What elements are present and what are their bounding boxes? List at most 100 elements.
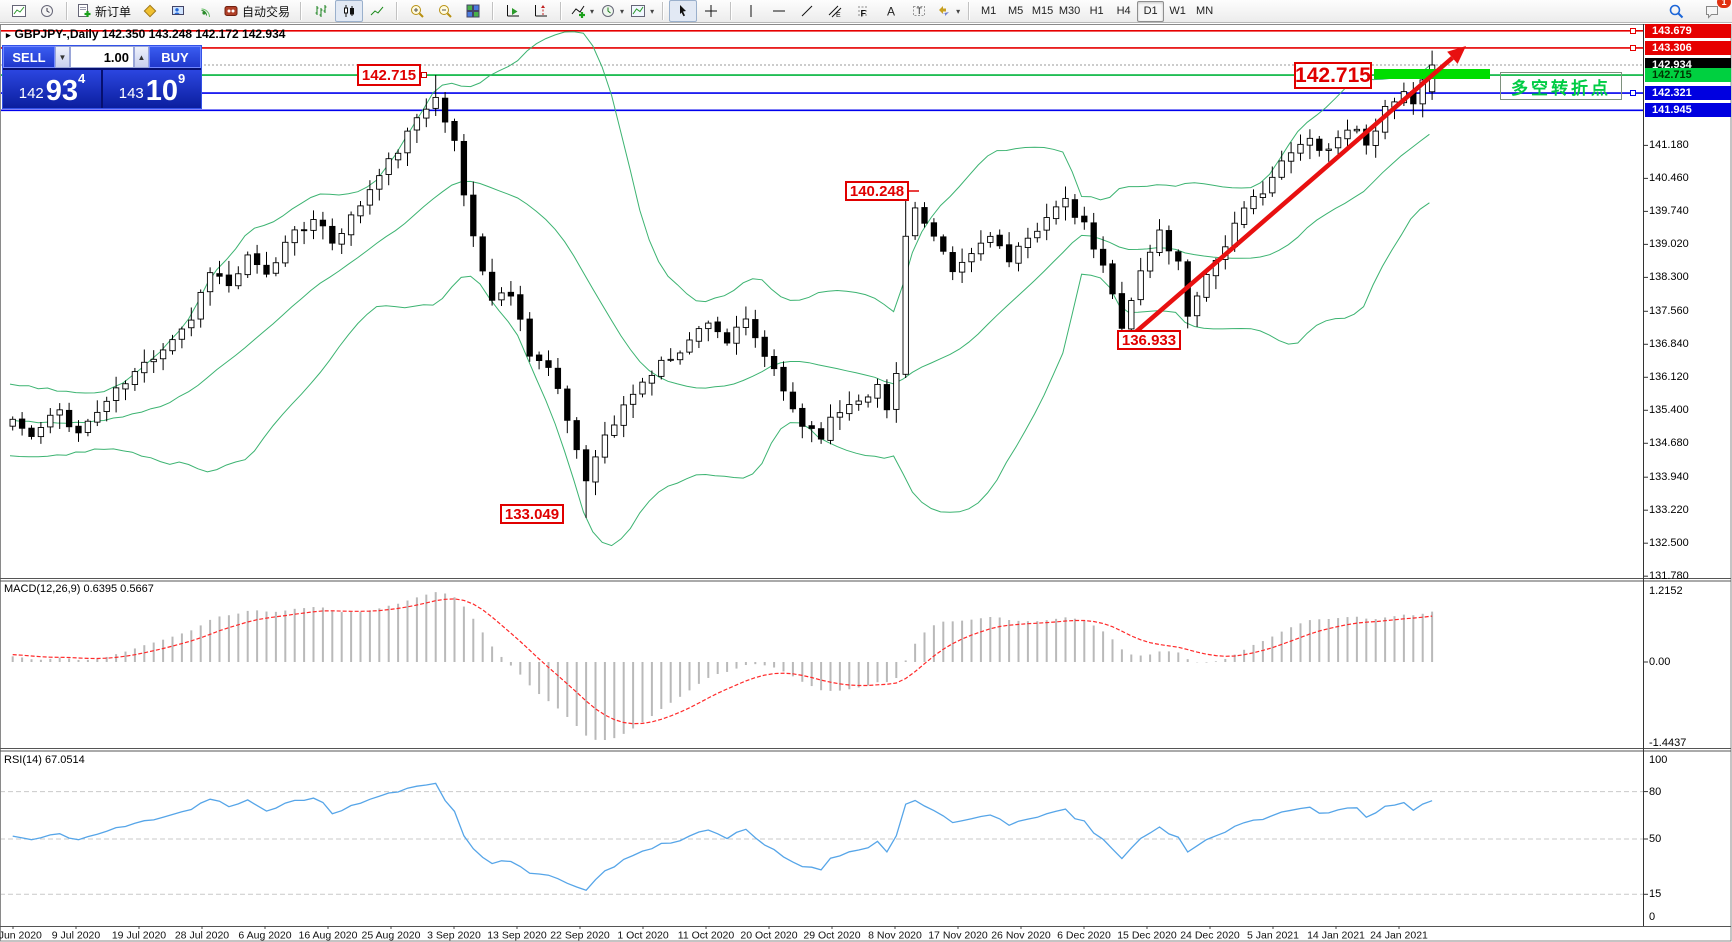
price-axis-tick: 133.220 [1649,504,1689,517]
periods-clock-icon [600,3,616,19]
new-order-button[interactable]: 新订单 [73,0,136,22]
volume-down-button[interactable]: ▼ [55,46,70,68]
line-anchor-handle[interactable] [421,72,427,79]
buy-price[interactable]: 143 10 9 [103,70,201,108]
text-label-icon: T [911,3,927,19]
svg-text:1 Oct 2020: 1 Oct 2020 [617,930,669,942]
zoom-out-button[interactable] [431,0,459,22]
price-axis-tick: 133.940 [1649,471,1689,484]
trendline-button[interactable] [793,0,821,22]
volume-up-button[interactable]: ▲ [134,46,149,68]
market-button[interactable] [164,0,192,22]
svg-text:25 Aug 2020: 25 Aug 2020 [362,930,421,942]
cursor-button[interactable] [669,0,698,22]
autotrading-robot-icon [223,3,239,19]
indicators-button[interactable]: ▾ [567,0,597,22]
svg-text:24 Jan 2021: 24 Jan 2021 [1370,930,1428,942]
buy-price-big: 10 [145,75,179,107]
timeframe-h1[interactable]: H1 [1089,5,1104,17]
svg-text:13 Sep 2020: 13 Sep 2020 [487,930,547,942]
text-label-button[interactable]: T [905,0,933,22]
zoom-in-icon [409,3,425,19]
svg-text:20 Oct 2020: 20 Oct 2020 [740,930,797,942]
candlestick-button[interactable] [335,0,364,22]
timeframe-m15[interactable]: M15 [1031,5,1054,17]
profiles-button[interactable] [33,0,61,22]
text-button[interactable]: A [877,0,905,22]
new-chart-icon [11,3,27,19]
metaeditor-button[interactable] [136,0,164,22]
tile-windows-button[interactable] [459,0,487,22]
price-axis-tick: 80 [1649,785,1662,798]
chart-shift-button[interactable] [527,0,555,22]
buy-price-sup: 9 [178,71,186,86]
new-chart-button[interactable] [5,0,33,22]
timeframe-d1[interactable]: D1 [1137,0,1165,22]
vertical-line-button[interactable] [737,0,765,22]
line-anchor-handle[interactable] [1630,27,1636,34]
line-chart-button[interactable] [363,0,391,22]
sell-button[interactable]: SELL [3,46,55,68]
search-button[interactable] [1662,0,1690,22]
svg-text:8 Nov 2020: 8 Nov 2020 [868,930,922,942]
svg-text:28 Jul 2020: 28 Jul 2020 [175,930,229,942]
price-label-133049[interactable]: 133.049 [500,504,564,524]
price-label-142715-left[interactable]: 142.715 [357,64,421,86]
buy-button[interactable]: BUY [149,46,201,68]
price-line-tag[interactable]: 142.321 [1645,86,1731,101]
price-line-tag[interactable]: 143.306 [1645,40,1731,55]
text-label-turning-point[interactable]: 多空转折点 [1500,72,1622,100]
arrows-button[interactable]: ▾ [933,0,963,22]
channel-button[interactable]: E [821,0,849,22]
price-axis-tick: 15 [1649,888,1662,901]
timeframe-h4[interactable]: H4 [1116,5,1131,17]
price-axis-tick: 136.840 [1649,338,1689,351]
price-axis-tick: 0.00 [1649,656,1671,668]
timeframe-mn[interactable]: MN [1196,5,1214,17]
fibonacci-button[interactable]: F [849,0,877,22]
price-label-140248[interactable]: 140.248 [845,181,909,201]
price-axis-tick: 140.460 [1649,172,1689,185]
notifications-button[interactable]: 1 [1698,0,1731,22]
templates-button[interactable]: ▾ [627,0,657,22]
signals-button[interactable] [192,0,220,22]
svg-text:17 Nov 2020: 17 Nov 2020 [928,930,988,942]
periods-button[interactable]: ▾ [597,0,627,22]
sell-price-big: 93 [45,75,79,107]
line-anchor-handle[interactable] [1630,90,1636,97]
sell-price-small: 142 [18,85,44,102]
timeframe-w1[interactable]: W1 [1169,5,1186,17]
svg-text:24 Dec 2020: 24 Dec 2020 [1180,930,1240,942]
sell-price[interactable]: 142 93 4 [3,70,101,108]
timeframe-m30[interactable]: M30 [1058,5,1081,17]
toolbar-separator [662,2,665,20]
toolbar-separator [300,2,303,20]
autotrading-button[interactable]: 自动交易 [220,0,295,22]
svg-text:A: A [887,5,895,19]
svg-text:15 Dec 2020: 15 Dec 2020 [1117,930,1177,942]
price-label-136933[interactable]: 136.933 [1117,330,1181,350]
price-line-tag[interactable]: 143.679 [1645,23,1731,38]
auto-scroll-button[interactable] [499,0,527,22]
crosshair-button[interactable] [697,0,725,22]
svg-text:14 Jan 2021: 14 Jan 2021 [1307,930,1365,942]
timeframe-m1[interactable]: M1 [980,5,997,17]
price-axis-tick: 1.2152 [1649,585,1683,597]
horizontal-line-button[interactable] [765,0,793,22]
price-line-tag[interactable]: 141.945 [1645,103,1731,118]
bar-chart-button[interactable] [307,0,335,22]
svg-text:E: E [836,12,841,19]
svg-text:F: F [861,9,867,19]
line-anchor-handle[interactable] [1630,44,1636,51]
timeframe-m5[interactable]: M5 [1007,5,1024,17]
toolbar-separator [492,2,495,20]
zoom-in-button[interactable] [403,0,431,22]
price-axis-tick: 0 [1649,911,1656,923]
volume-input[interactable] [70,46,134,68]
price-label-142715-right[interactable]: 142.715 [1294,62,1372,89]
crosshair-icon [703,3,719,19]
price-axis-tick: 139.740 [1649,205,1689,218]
chart-title: ▸ GBPJPY-,Daily 142.350 143.248 142.172 1… [6,27,285,41]
price-line-tag[interactable]: 142.715 [1645,68,1731,83]
